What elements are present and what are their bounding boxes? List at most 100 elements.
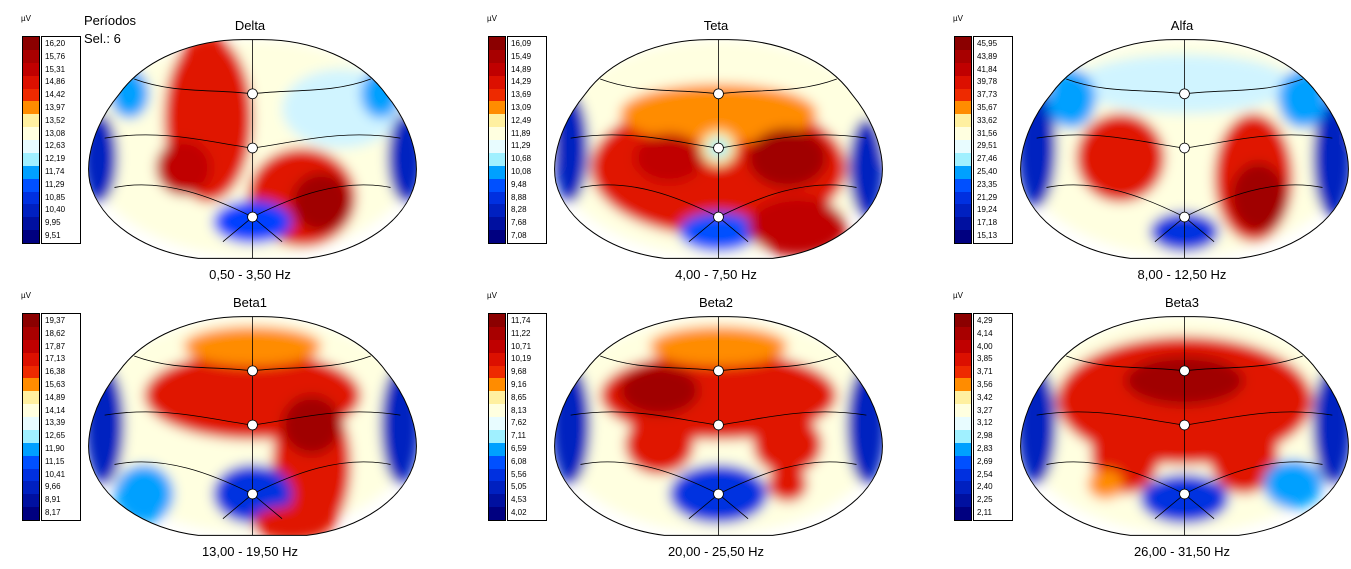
color-scale: µV 19,37 18,62 17,87 17,13 16,38 15,63 14,89 14,…	[21, 291, 82, 525]
scale-tick-label: 16,38	[45, 367, 66, 377]
scale-swatch	[955, 165, 971, 179]
scale-tick-label: 16,20	[45, 39, 66, 48]
brain-map-panel-alfa: Alfa µV 45,95 43,89 41,84 39,78 37,73 35,67 33,6…	[932, 8, 1351, 282]
scale-swatch	[23, 442, 39, 456]
scale-swatch	[23, 101, 39, 115]
color-scale: µV 4,29 4,14 4,00 3,85 3,71 3,56 3,42 3,27 3,12 2,…	[953, 291, 1014, 525]
color-scale: µV 45,95 43,89 41,84 39,78 37,73 35,67 33,62 31,…	[953, 14, 1014, 248]
scale-tick-label: 19,24	[977, 205, 998, 215]
color-scale: µV 16,09 15,49 14,89 14,29 13,69 13,09 12,49 11,…	[487, 14, 548, 248]
activity-region	[619, 365, 699, 416]
electrode-marker	[247, 88, 258, 100]
scale-swatch	[955, 429, 971, 443]
color-scale-bar	[488, 313, 506, 521]
scale-swatch	[489, 391, 505, 405]
scale-tick-label: 12,65	[45, 431, 66, 441]
scale-tick-label: 14,29	[511, 77, 532, 87]
scale-swatch	[955, 49, 971, 63]
scale-swatch	[489, 481, 505, 495]
electrode-marker	[1179, 142, 1190, 154]
scale-swatch	[23, 314, 39, 327]
band-title: Beta3	[1165, 295, 1199, 310]
scale-swatch	[23, 429, 39, 443]
activity-region	[753, 415, 822, 475]
scale-swatch	[489, 152, 505, 166]
scale-swatch	[955, 114, 971, 128]
scale-swatch	[489, 217, 505, 231]
scale-tick-label: 11,74	[511, 316, 531, 325]
electrode-marker	[713, 88, 724, 100]
scale-tick-label: 3,12	[977, 418, 993, 428]
unit-label: µV	[487, 291, 497, 300]
scale-tick-label: 9,16	[511, 380, 527, 389]
scale-swatch	[955, 314, 971, 327]
scale-tick-label: 13,09	[511, 103, 532, 112]
scale-swatch	[23, 468, 39, 482]
scale-tick-label: 9,48	[511, 179, 527, 189]
scale-swatch	[23, 404, 39, 417]
scale-swatch	[489, 114, 505, 128]
scale-swatch	[23, 365, 39, 379]
electrode-marker	[713, 488, 724, 500]
scale-tick-label: 6,59	[511, 444, 527, 453]
scale-tick-label: 4,29	[977, 316, 993, 325]
head-outline	[1020, 316, 1349, 536]
scale-swatch	[489, 127, 505, 140]
scale-ticks: 45,95 43,89 41,84 39,78 37,73 35,67 33,62 31,56…	[973, 36, 1013, 244]
scale-swatch	[955, 178, 971, 192]
electrode-marker	[247, 142, 258, 154]
scale-swatch	[23, 191, 39, 205]
scale-swatch	[955, 101, 971, 115]
scale-swatch	[489, 75, 505, 89]
scale-tick-label: 19,37	[45, 316, 66, 325]
electrode-line	[1154, 216, 1215, 242]
scale-swatch	[955, 140, 971, 153]
brain-map-panel-beta2: Beta2 µV 11,74 11,22 10,71 10,19 9,68 9,16 8,65 8…	[466, 285, 896, 559]
scale-swatch	[955, 391, 971, 405]
scale-tick-label: 5,05	[511, 482, 527, 492]
scale-swatch	[23, 140, 39, 153]
brain-map-panel-beta3: Beta3 µV 4,29 4,14 4,00 3,85 3,71 3,56 3,42 3,27 3…	[932, 285, 1351, 559]
scale-tick-label: 9,68	[511, 367, 527, 377]
scale-tick-label: 8,28	[511, 205, 527, 215]
scale-tick-label: 43,89	[977, 51, 998, 61]
activity-region	[360, 69, 401, 119]
scale-tick-label: 23,35	[977, 179, 998, 189]
scale-swatch	[955, 455, 971, 469]
color-scale-bar	[22, 36, 40, 244]
scale-tick-label: 11,29	[45, 179, 65, 189]
head-outline	[88, 39, 417, 259]
scale-swatch	[955, 417, 971, 430]
scale-tick-label: 13,97	[45, 103, 66, 112]
scale-swatch	[23, 49, 39, 63]
head-outline	[554, 39, 883, 259]
scale-tick-label: 14,42	[45, 90, 66, 100]
scale-tick-label: 12,49	[511, 115, 532, 125]
scale-swatch	[955, 378, 971, 392]
scale-tick-label: 10,19	[511, 354, 532, 364]
brain-map-panel-teta: Teta µV 16,09 15,49 14,89 14,29 13,69 13,09 12,4…	[466, 8, 896, 282]
scale-tick-label: 9,95	[45, 218, 61, 228]
scale-tick-label: 13,08	[45, 128, 66, 138]
scale-tick-label: 37,73	[977, 90, 998, 100]
scale-tick-label: 8,65	[511, 392, 527, 402]
scale-tick-label: 2,11	[977, 508, 992, 517]
scale-tick-label: 14,89	[45, 392, 66, 402]
electrode-marker	[1179, 211, 1190, 223]
head-outline	[88, 316, 417, 536]
scale-tick-label: 14,86	[45, 77, 66, 87]
scale-tick-label: 12,19	[45, 154, 66, 164]
scale-tick-label: 15,49	[511, 51, 532, 61]
electrode-marker	[247, 488, 258, 500]
scale-swatch	[23, 62, 39, 76]
color-scale-bar	[954, 36, 972, 244]
electrode-marker	[713, 142, 724, 154]
scale-swatch	[489, 191, 505, 205]
color-scale: µV 16,20 15,76 15,31 14,86 14,42 13,97 13,52 13,…	[21, 14, 82, 248]
band-title: Delta	[234, 18, 266, 33]
scale-swatch	[955, 494, 971, 508]
scale-swatch	[23, 455, 39, 469]
scale-tick-label: 21,29	[977, 192, 998, 202]
scale-tick-label: 29,51	[977, 141, 998, 151]
activity-region	[155, 140, 212, 196]
